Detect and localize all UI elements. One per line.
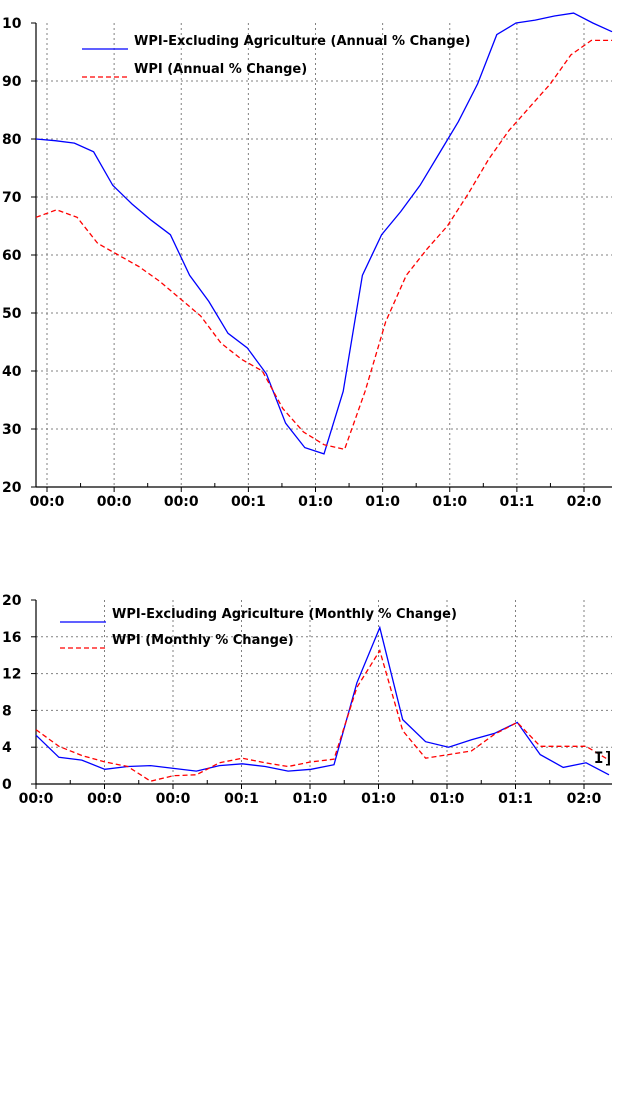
y-tick-label: 20 <box>2 593 22 609</box>
monthly-chart-x-ticks: 00:0 00:0 00:0 00:1 01:0 01:0 01:0 01:1 02:0 <box>19 780 602 807</box>
x-tick-label: 01:0 <box>298 494 333 510</box>
x-tick-label: 02:0 <box>567 494 602 510</box>
y-tick-label: 90 <box>2 74 22 90</box>
monthly-chart-y-ticks: 0 4 8 12 16 20 <box>2 593 36 793</box>
x-tick-label: 00:0 <box>87 791 122 807</box>
y-tick-label: 70 <box>2 190 22 206</box>
x-tick-label: 00:0 <box>30 494 65 510</box>
x-tick-label: 01:0 <box>430 791 465 807</box>
x-tick-label: 01:1 <box>499 494 534 510</box>
y-tick-label: 80 <box>2 132 22 148</box>
legend-label-wpi: WPI (Monthly % Change) <box>112 633 294 648</box>
x-tick-label: 01:0 <box>361 791 396 807</box>
x-tick-label: 01:0 <box>432 494 467 510</box>
annual-chart-series <box>35 12 613 455</box>
x-tick-label: 00:1 <box>231 494 266 510</box>
legend-label-wpi: WPI (Annual % Change) <box>134 62 307 77</box>
y-tick-label: 16 <box>2 630 21 646</box>
y-tick-label: 50 <box>2 306 22 322</box>
x-tick-label: 00:0 <box>164 494 199 510</box>
y-tick-label: 4 <box>2 740 12 756</box>
series-line-excl-agriculture <box>35 12 613 455</box>
x-tick-label: 00:0 <box>97 494 132 510</box>
x-tick-label: 02:0 <box>567 791 602 807</box>
annual-chart-legend: WPI-Excluding Agriculture (Annual % Chan… <box>82 34 470 78</box>
x-tick-label: 01:0 <box>293 791 328 807</box>
series-line-wpi <box>35 39 612 451</box>
x-tick-label: 01:0 <box>365 494 400 510</box>
monthly-change-chart: 0 4 8 12 16 20 00:0 00:0 00:0 00:1 01:0 01:0 01:0 01… <box>2 593 612 807</box>
y-tick-label: 0 <box>2 777 12 793</box>
monthly-chart-legend: WPI-Excluding Agriculture (Monthly % Cha… <box>60 607 457 649</box>
legend-label-excl-agriculture: WPI-Excluding Agriculture (Monthly % Cha… <box>112 607 457 622</box>
monthly-chart-series <box>35 625 610 782</box>
x-tick-label: 01:1 <box>498 791 533 807</box>
annual-chart-x-ticks: 00:0 00:0 00:0 00:1 01:0 01:0 01:0 01:1 02:0 <box>30 483 602 510</box>
y-tick-label: 30 <box>2 422 22 438</box>
series-line-wpi <box>35 649 610 782</box>
x-tick-label: 00:0 <box>156 791 191 807</box>
y-tick-label: 20 <box>2 480 22 496</box>
y-tick-label: 60 <box>2 248 22 264</box>
legend-label-excl-agriculture: WPI-Excluding Agriculture (Annual % Chan… <box>134 34 470 49</box>
y-tick-label: 12 <box>2 667 21 683</box>
x-tick-label: 00:1 <box>224 791 259 807</box>
y-tick-label: 10 <box>2 16 22 32</box>
annual-chart-grid <box>36 23 612 487</box>
annual-chart-y-ticks: 20 30 40 50 60 70 80 90 10 <box>2 16 36 496</box>
y-tick-label: 40 <box>2 364 22 380</box>
y-tick-label: 8 <box>2 703 12 719</box>
stray-label: I] <box>594 748 613 767</box>
x-tick-label: 00:0 <box>19 791 54 807</box>
